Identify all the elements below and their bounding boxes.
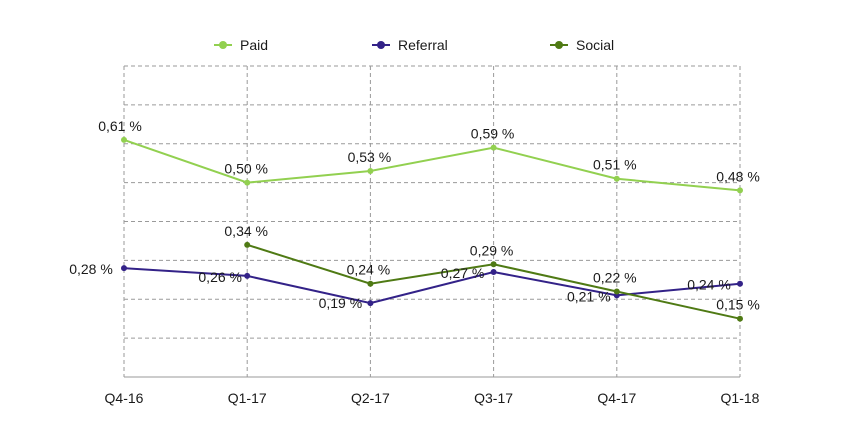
- data-point-paid: [737, 187, 743, 194]
- data-point-referral: [121, 265, 127, 272]
- data-label-social: 0,34 %: [224, 223, 268, 239]
- x-tick-label: Q3-17: [474, 390, 513, 406]
- data-label-paid: 0,48 %: [716, 168, 760, 184]
- legend: Paid Referral Social: [214, 37, 614, 53]
- series-line-referral: [123, 267, 741, 305]
- legend-item-referral: Referral: [372, 37, 448, 53]
- data-label-referral: 0,21 %: [567, 288, 611, 304]
- legend-swatch-marker: [219, 41, 227, 49]
- data-label-referral: 0,28 %: [69, 261, 113, 277]
- grid: [123, 65, 741, 378]
- data-point-social: [367, 280, 374, 287]
- legend-label: Referral: [398, 37, 448, 53]
- data-labels: 0,61 % 0,50 % 0,53 % 0,59 % 0,51 % 0,48 % 0,28…: [69, 118, 760, 313]
- data-point-paid: [367, 167, 374, 174]
- legend-item-social: Social: [550, 37, 614, 53]
- data-label-social: 0,24 %: [347, 262, 391, 278]
- x-tick-label: Q4-17: [597, 390, 636, 406]
- x-tick-label: Q1-17: [228, 390, 267, 406]
- data-label-paid: 0,51 %: [593, 157, 637, 173]
- data-label-paid: 0,53 %: [348, 149, 392, 165]
- data-point-social: [613, 288, 620, 295]
- data-point-social: [490, 261, 497, 268]
- series-lines: [121, 136, 743, 322]
- data-label-social: 0,29 %: [470, 242, 514, 258]
- legend-swatch-marker: [377, 41, 385, 49]
- data-label-social: 0,15 %: [716, 297, 760, 313]
- legend-label: Paid: [240, 37, 268, 53]
- data-point-paid: [490, 144, 497, 151]
- data-point-paid: [244, 179, 251, 186]
- data-point-referral: [737, 280, 743, 287]
- data-point-referral: [367, 300, 374, 307]
- data-label-paid: 0,59 %: [471, 126, 515, 142]
- data-point-social: [244, 241, 251, 248]
- legend-swatch-marker: [555, 41, 563, 49]
- data-point-referral: [244, 272, 251, 279]
- legend-label: Social: [576, 37, 614, 53]
- data-label-social: 0,22 %: [593, 269, 637, 285]
- data-label-referral: 0,24 %: [687, 277, 731, 293]
- legend-item-paid: Paid: [214, 37, 268, 53]
- data-point-social: [737, 315, 743, 322]
- data-point-referral: [490, 269, 497, 276]
- x-tick-label: Q1-18: [721, 390, 760, 406]
- data-point-paid: [121, 136, 127, 143]
- data-label-referral: 0,27 %: [441, 265, 485, 281]
- x-tick-label: Q4-16: [105, 390, 144, 406]
- series-line-paid: [123, 138, 741, 192]
- data-point-paid: [613, 175, 620, 182]
- data-label-referral: 0,19 %: [319, 295, 363, 311]
- x-axis-ticks: Q4-16 Q1-17 Q2-17 Q3-17 Q4-17 Q1-18: [105, 390, 760, 406]
- data-label-paid: 0,61 %: [98, 118, 142, 134]
- x-tick-label: Q2-17: [351, 390, 390, 406]
- data-label-paid: 0,50 %: [224, 161, 268, 177]
- data-label-referral: 0,26 %: [198, 269, 242, 285]
